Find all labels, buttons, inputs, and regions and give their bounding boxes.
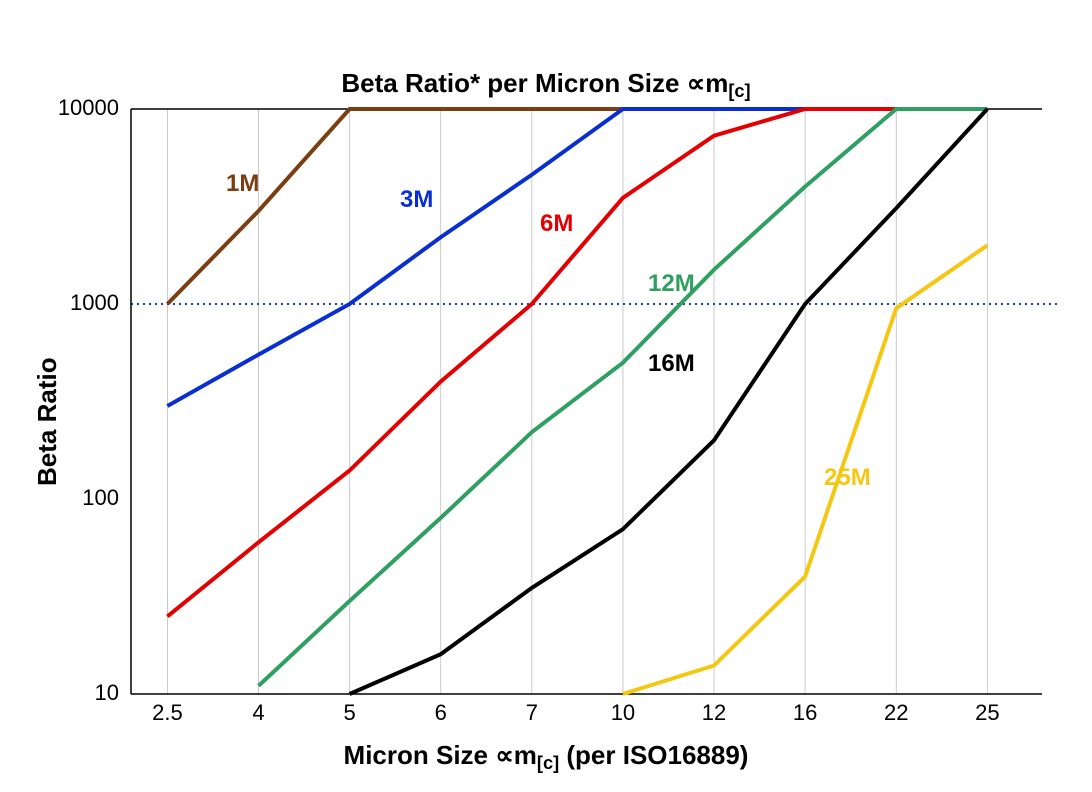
- y-tick-label: 100: [31, 485, 119, 511]
- x-tick-label: 16: [765, 700, 845, 726]
- series-label-3M: 3M: [400, 186, 433, 214]
- series-label-12M: 12M: [648, 270, 695, 298]
- series-label-25M: 25M: [824, 464, 871, 492]
- y-tick-label: 10: [31, 680, 119, 706]
- series-label-1M: 1M: [226, 170, 259, 198]
- x-tick-label: 7: [492, 700, 572, 726]
- series-label-6M: 6M: [540, 210, 573, 238]
- x-tick-label: 4: [219, 700, 299, 726]
- series-line-3M: [167, 109, 987, 406]
- series-line-6M: [167, 109, 987, 616]
- y-axis-label: Beta Ratio: [32, 357, 63, 486]
- y-tick-label: 1000: [31, 290, 119, 316]
- x-axis-label: Micron Size ∝m[c] (per ISO16889): [0, 740, 1092, 771]
- y-tick-label: 10000: [31, 95, 119, 121]
- x-tick-label: 5: [310, 700, 390, 726]
- x-tick-label: 2.5: [127, 700, 207, 726]
- series-label-16M: 16M: [648, 350, 695, 378]
- chart-title: Beta Ratio* per Micron Size ∝m[c]: [0, 68, 1092, 99]
- series-line-16M: [350, 109, 988, 694]
- chart-svg: [0, 0, 1092, 792]
- x-tick-label: 25: [947, 700, 1027, 726]
- x-tick-label: 10: [583, 700, 663, 726]
- x-tick-label: 12: [674, 700, 754, 726]
- x-tick-label: 22: [856, 700, 936, 726]
- x-tick-label: 6: [401, 700, 481, 726]
